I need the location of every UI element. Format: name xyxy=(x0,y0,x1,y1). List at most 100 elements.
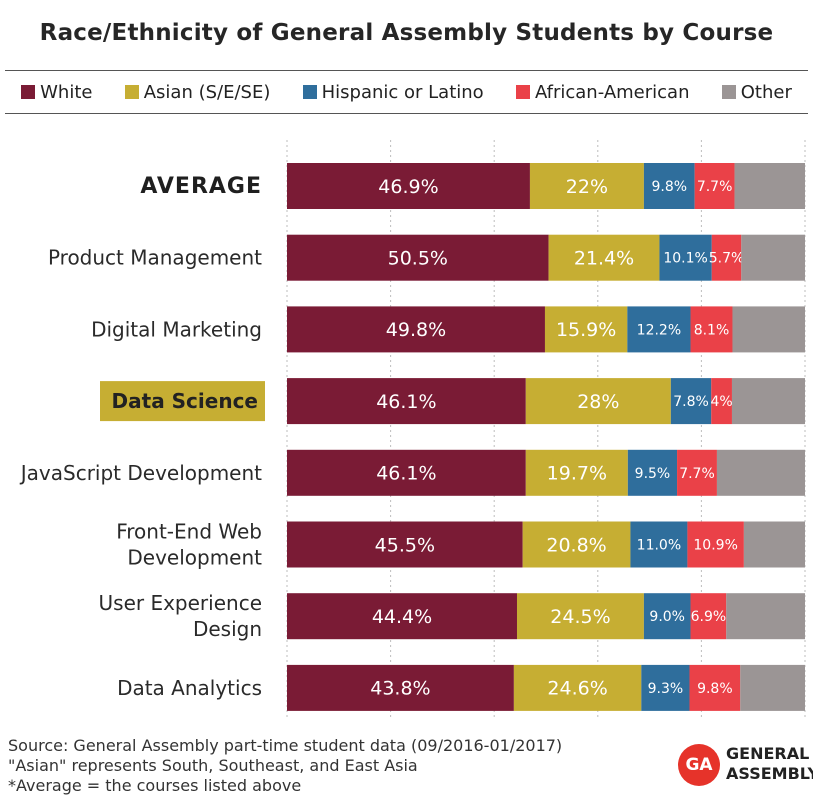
bar-segment-data-analytics-asian-s-e-se xyxy=(513,664,642,711)
data-label-data-analytics-asian-s-e-se: 24.6% xyxy=(547,678,607,700)
category-label-user-experience-design-line1: User Experience xyxy=(99,591,262,615)
legend-label-hispanic-or-latino: Hispanic or Latino xyxy=(321,81,484,103)
bar-segment-javascript-development-white xyxy=(287,449,526,496)
legend-swatch-white xyxy=(21,85,36,99)
bar-segment-front-end-web-development-other xyxy=(743,521,805,568)
bar-segment-javascript-development-other xyxy=(716,449,805,496)
bar-segment-user-experience-design-white xyxy=(287,593,517,640)
bar-segment-data-analytics-hispanic-or-latino xyxy=(641,664,690,711)
data-label-product-management-hispanic-or-latino: 10.1% xyxy=(663,251,707,267)
bar-segment-data-science-hispanic-or-latino xyxy=(670,378,712,425)
data-label-digital-marketing-hispanic-or-latino: 12.2% xyxy=(637,322,681,338)
data-label-data-analytics-white: 43.8% xyxy=(370,678,430,700)
legend-label-other: Other xyxy=(740,81,792,103)
legend-item-hispanic-or-latino: Hispanic or Latino xyxy=(302,81,484,103)
bar-segment-data-analytics-african-american xyxy=(689,664,741,711)
bar-segment-data-science-other xyxy=(731,378,805,425)
category-label-data-analytics: Data Analytics xyxy=(117,676,262,700)
legend-item-other: Other xyxy=(721,81,792,103)
data-label-product-management-african-american: 5.7% xyxy=(709,251,745,267)
category-label-product-management: Product Management xyxy=(48,246,262,270)
ga-logo-mark: GA xyxy=(678,744,720,786)
legend-swatch-asian-s-e-se xyxy=(124,85,139,99)
bar-segment-average-asian-s-e-se xyxy=(529,163,644,209)
data-label-javascript-development-african-american: 7.7% xyxy=(679,466,715,482)
general-assembly-logo: GA GENERAL ASSEMBLY xyxy=(678,740,813,788)
data-label-javascript-development-hispanic-or-latino: 9.5% xyxy=(635,466,671,482)
category-label-front-end-web-development-line1: Front-End Web xyxy=(116,520,262,544)
data-label-digital-marketing-african-american: 8.1% xyxy=(694,322,730,338)
bar-segment-average-white xyxy=(287,163,530,209)
legend-swatch-hispanic-or-latino xyxy=(302,85,317,99)
chart-plot: AVERAGE 46.9% 22% 9.8% 7.7% Product Managemen… xyxy=(19,140,806,720)
data-label-product-management-asian-s-e-se: 21.4% xyxy=(574,248,634,270)
data-label-front-end-web-development-white: 45.5% xyxy=(375,534,435,556)
data-label-user-experience-design-hispanic-or-latino: 9.0% xyxy=(649,609,685,625)
data-label-javascript-development-asian-s-e-se: 19.7% xyxy=(547,463,607,485)
bar-segment-average-other xyxy=(734,163,805,209)
bar-segment-digital-marketing-african-american xyxy=(690,306,733,353)
bar-segment-front-end-web-development-asian-s-e-se xyxy=(522,521,631,568)
category-label-user-experience-design-line2: Design xyxy=(193,617,262,641)
legend-swatch-other xyxy=(721,85,736,99)
data-label-front-end-web-development-african-american: 10.9% xyxy=(693,538,737,554)
legend-label-asian-s-e-se: Asian (S/E/SE) xyxy=(143,81,271,103)
data-label-data-science-african-american: 4% xyxy=(710,394,732,410)
bar-segment-digital-marketing-other xyxy=(732,306,805,353)
bar-segment-user-experience-design-african-american xyxy=(690,593,727,640)
bar-segment-data-science-african-american xyxy=(711,378,732,425)
data-label-front-end-web-development-asian-s-e-se: 20.8% xyxy=(546,534,606,556)
data-label-average-hispanic-or-latino: 9.8% xyxy=(651,179,687,195)
bar-segment-data-analytics-white xyxy=(287,664,514,711)
legend-label-white: White xyxy=(40,81,93,103)
data-label-data-science-asian-s-e-se: 28% xyxy=(577,391,619,413)
data-label-data-science-white: 46.1% xyxy=(376,391,436,413)
bar-segment-data-analytics-other xyxy=(740,664,805,711)
bar-segment-product-management-white xyxy=(287,234,549,281)
legend-label-african-american: African-American xyxy=(534,81,690,103)
chart-title: Race/Ethnicity of General Assembly Stude… xyxy=(39,20,774,46)
bar-segment-digital-marketing-white xyxy=(287,306,545,353)
footer-notes: Source: General Assembly part-time stude… xyxy=(8,736,562,796)
category-label-javascript-development: JavaScript Development xyxy=(19,461,262,485)
data-label-javascript-development-white: 46.1% xyxy=(376,463,436,485)
bar-segment-average-african-american xyxy=(694,163,735,209)
category-label-digital-marketing: Digital Marketing xyxy=(91,317,262,341)
legend-swatch-african-american xyxy=(515,85,530,99)
ga-logo-wordmark: GENERAL ASSEMBLY xyxy=(726,744,813,784)
bar-segment-product-management-other xyxy=(741,234,805,281)
asian-definition-note: "Asian" represents South, Southeast, and… xyxy=(8,756,418,775)
bar-segment-user-experience-design-hispanic-or-latino xyxy=(643,593,691,640)
data-label-average-asian-s-e-se: 22% xyxy=(566,176,608,198)
data-label-user-experience-design-asian-s-e-se: 24.5% xyxy=(550,606,610,628)
bar-segment-javascript-development-hispanic-or-latino xyxy=(627,449,678,496)
bar-segment-front-end-web-development-african-american xyxy=(687,521,744,568)
bar-segment-digital-marketing-hispanic-or-latino xyxy=(627,306,691,353)
data-label-average-white: 46.9% xyxy=(378,176,438,198)
data-label-data-analytics-hispanic-or-latino: 9.3% xyxy=(648,681,684,697)
category-label-data-science: Data Science xyxy=(112,389,258,413)
ga-logo-line2: ASSEMBLY xyxy=(726,764,813,783)
data-label-digital-marketing-asian-s-e-se: 15.9% xyxy=(556,319,616,341)
bar-segment-front-end-web-development-white xyxy=(287,521,523,568)
bar-segment-product-management-african-american xyxy=(711,234,742,281)
average-note: *Average = the courses listed above xyxy=(8,776,302,795)
legend-item-asian-s-e-se: Asian (S/E/SE) xyxy=(124,81,271,103)
legend-item-african-american: African-American xyxy=(515,81,690,103)
bar-segment-javascript-development-asian-s-e-se xyxy=(525,449,628,496)
data-label-product-management-white: 50.5% xyxy=(388,248,448,270)
bar-segment-user-experience-design-other xyxy=(726,593,805,640)
bar-segment-digital-marketing-asian-s-e-se xyxy=(544,306,628,353)
bar-segment-front-end-web-development-hispanic-or-latino xyxy=(630,521,688,568)
category-label-front-end-web-development-line2: Development xyxy=(127,546,262,570)
legend-item-white: White xyxy=(21,82,92,103)
data-label-digital-marketing-white: 49.8% xyxy=(386,319,446,341)
data-label-user-experience-design-african-american: 6.9% xyxy=(691,609,727,625)
data-label-data-science-hispanic-or-latino: 7.8% xyxy=(673,394,709,410)
bar-segment-user-experience-design-asian-s-e-se xyxy=(516,593,644,640)
chart-legend: White Asian (S/E/SE) Hispanic or Latino Afr… xyxy=(5,70,808,114)
category-label-average: AVERAGE xyxy=(140,174,262,199)
ga-logo-line1: GENERAL xyxy=(726,744,810,763)
data-label-front-end-web-development-hispanic-or-latino: 11.0% xyxy=(637,538,681,554)
data-label-user-experience-design-white: 44.4% xyxy=(372,606,432,628)
